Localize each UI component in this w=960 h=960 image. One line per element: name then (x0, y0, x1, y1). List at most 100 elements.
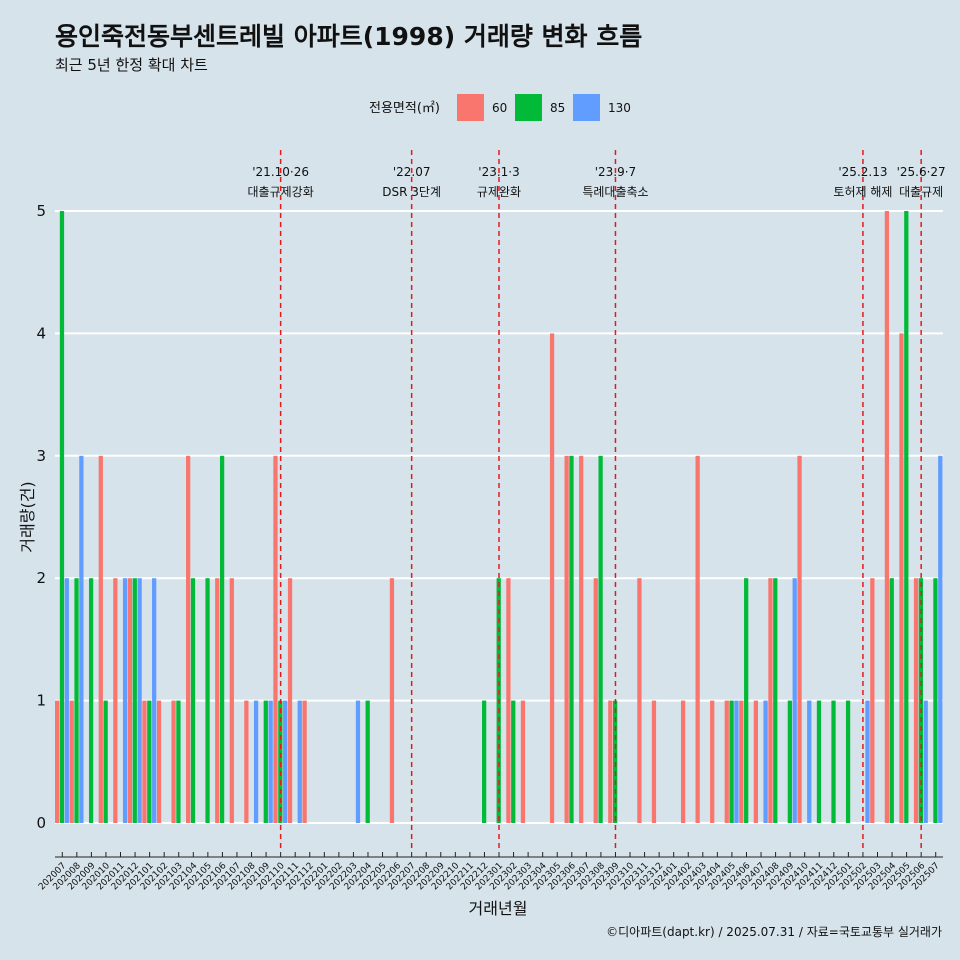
y-tick-label: 1 (36, 692, 46, 710)
x-axis: 2020072020082020092020102020112020122021… (37, 852, 943, 892)
bar-60-202408 (768, 578, 773, 823)
bar-130-202507 (938, 455, 943, 823)
y-tick-label: 3 (36, 447, 46, 465)
bar-130-202203 (355, 700, 361, 823)
bar-60-202311 (637, 578, 642, 823)
bar-60-202404 (710, 700, 715, 823)
legend-swatch-85 (515, 94, 542, 121)
bar-60-202010 (98, 455, 103, 823)
event-date-label: '25.6·27 (897, 165, 946, 179)
y-axis: 0 1 2 3 4 5 (36, 202, 46, 832)
bar-130-202108 (253, 700, 259, 823)
bar-85-202411 (816, 700, 822, 823)
bar-85-202009 (88, 578, 94, 823)
bar-130-202407 (763, 700, 768, 823)
event-label: 대출규제강화 (248, 185, 314, 199)
bar-130-202101 (152, 578, 157, 823)
bar-85-202212 (482, 700, 487, 823)
bar-60-202108 (244, 700, 249, 823)
y-tick-label: 0 (36, 814, 46, 832)
x-axis-title: 거래년월 (469, 899, 528, 918)
bar-60-202302 (506, 578, 511, 823)
bar-85-202409 (787, 700, 792, 823)
bar-85-202501 (845, 700, 851, 823)
event-date-label: '23.1·3 (478, 165, 519, 179)
bar-85-202204 (365, 700, 370, 823)
bar-60-202308 (593, 578, 598, 823)
event-label: 대출규제 (899, 185, 943, 199)
event-label: 토허제 해제 (833, 185, 892, 199)
legend-title: 전용면적(㎡) (369, 101, 440, 116)
source-caption: ©디아파트(dapt.kr) / 2025.07.31 / 자료=국토교통부 실… (606, 925, 942, 939)
bar-85-202308 (598, 455, 603, 823)
bar-130-202011 (122, 578, 128, 823)
bar-60-202101 (142, 700, 147, 823)
bar-60-202410 (797, 455, 802, 823)
bar-85-202306 (569, 455, 574, 823)
bar-60-202405 (724, 700, 729, 823)
bar-60-202505 (899, 333, 904, 823)
event-label: 특례대출축소 (582, 185, 648, 199)
bar-60-202104 (186, 455, 191, 823)
y-tick-label: 2 (36, 569, 46, 587)
bar-60-202305 (549, 333, 555, 823)
bar-85-202109 (263, 700, 268, 823)
bar-85-202309 (613, 700, 618, 823)
event-date-label: '23.9·7 (595, 165, 636, 179)
bar-130-202007 (64, 578, 69, 823)
bar-85-202507 (933, 578, 938, 823)
bar-60-202112 (302, 700, 307, 823)
bar-85-202302 (511, 700, 516, 823)
bar-85-202406 (744, 578, 749, 823)
bar-60-202011 (113, 578, 118, 823)
event-label: 규제완화 (477, 185, 521, 199)
bar-60-202110 (273, 455, 278, 823)
bar-85-202010 (103, 700, 108, 823)
bar-60-202407 (753, 700, 758, 823)
y-axis-title: 거래량(건) (18, 481, 37, 552)
bar-130-202409 (792, 578, 797, 823)
bar-60-202008 (69, 700, 74, 823)
event-date-label: '22.07 (393, 165, 431, 179)
bar-85-202408 (773, 578, 778, 823)
bar-85-202007 (59, 211, 65, 823)
bar-60-202106 (215, 578, 220, 823)
bar-85-202405 (729, 700, 734, 823)
bar-60-202503 (870, 578, 875, 823)
bar-60-202102 (156, 700, 162, 823)
legend-label-130: 130 (608, 101, 631, 115)
bar-60-202007 (55, 700, 60, 823)
bar-60-202506 (913, 578, 919, 823)
chart-subtitle: 최근 5년 한정 확대 차트 (55, 56, 208, 74)
bar-60-202402 (680, 700, 686, 823)
bar-60-202303 (520, 700, 526, 823)
bar-60-202403 (695, 455, 700, 823)
bar-130-202111 (297, 700, 302, 823)
y-tick-label: 4 (36, 324, 46, 342)
bar-130-202410 (807, 700, 812, 823)
bar-60-202306 (564, 455, 569, 823)
legend: 전용면적(㎡) 60 85 130 (369, 94, 631, 121)
event-label: DSR 3단계 (382, 185, 441, 199)
bar-60-202406 (739, 700, 744, 823)
legend-swatch-130 (573, 94, 600, 121)
bar-85-202505 (904, 211, 909, 823)
bar-85-202106 (219, 455, 225, 823)
bar-130-202405 (734, 700, 739, 823)
bar-85-202103 (176, 700, 181, 823)
bar-60-202504 (884, 211, 890, 823)
event-date-label: '21.10·26 (252, 165, 309, 179)
bar-60-202012 (127, 578, 133, 823)
bar-60-202206 (389, 578, 395, 823)
legend-label-60: 60 (492, 101, 507, 115)
bar-130-202008 (79, 455, 84, 823)
bar-60-202312 (651, 700, 657, 823)
y-tick-label: 5 (36, 202, 46, 220)
bar-85-202101 (147, 700, 152, 823)
bar-130-202110 (283, 700, 288, 823)
bars (55, 211, 943, 823)
bar-130-202502 (865, 700, 870, 823)
bar-85-202504 (889, 578, 894, 823)
bar-60-202107 (229, 578, 234, 823)
